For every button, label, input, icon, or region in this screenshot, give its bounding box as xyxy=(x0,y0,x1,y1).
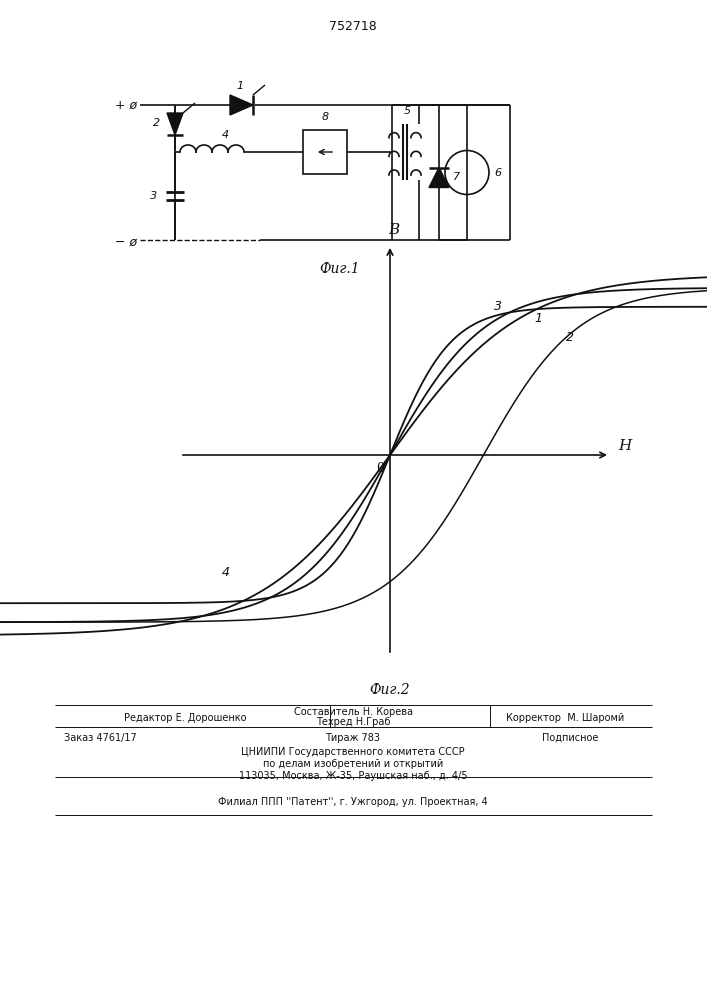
Text: + ø: + ø xyxy=(115,99,137,111)
Text: B: B xyxy=(388,223,399,237)
Text: 3: 3 xyxy=(494,300,502,313)
Text: 6: 6 xyxy=(494,167,501,178)
Text: 752718: 752718 xyxy=(329,20,377,33)
Polygon shape xyxy=(230,95,253,115)
Text: 4: 4 xyxy=(222,566,230,579)
Text: ЦНИИПИ Государственного комитета СССР: ЦНИИПИ Государственного комитета СССР xyxy=(241,747,464,757)
Text: по делам изобретений и открытий: по делам изобретений и открытий xyxy=(263,759,443,769)
Text: 1: 1 xyxy=(236,81,244,91)
Text: 8: 8 xyxy=(322,112,329,122)
Text: Филиал ППП ''Патент'', г. Ужгород, ул. Проектная, 4: Филиал ППП ''Патент'', г. Ужгород, ул. П… xyxy=(218,797,488,807)
Text: H: H xyxy=(618,439,631,453)
Text: 113035, Москва, Ж-35, Раушская наб., д. 4/5: 113035, Москва, Ж-35, Раушская наб., д. … xyxy=(239,771,467,781)
Text: 5: 5 xyxy=(404,106,411,116)
Text: Фиг.1: Фиг.1 xyxy=(320,262,361,276)
Text: Редактор Е. Дорошенко: Редактор Е. Дорошенко xyxy=(124,713,246,723)
Text: 4: 4 xyxy=(221,130,228,140)
Text: Заказ 4761/17: Заказ 4761/17 xyxy=(64,733,136,743)
Text: − ø: − ø xyxy=(115,235,137,248)
Text: 2: 2 xyxy=(566,331,574,344)
Bar xyxy=(303,130,347,174)
Text: Техред Н.Граб: Техред Н.Граб xyxy=(316,717,390,727)
Text: Фиг.2: Фиг.2 xyxy=(370,683,410,697)
Text: 7: 7 xyxy=(453,172,460,182)
Text: Корректор  М. Шаромй: Корректор М. Шаромй xyxy=(506,713,624,723)
Polygon shape xyxy=(429,167,449,188)
Text: Составитель Н. Корева: Составитель Н. Корева xyxy=(293,707,412,717)
Text: 3: 3 xyxy=(150,191,157,201)
Text: 0: 0 xyxy=(376,462,384,476)
Text: 2: 2 xyxy=(153,118,160,128)
Polygon shape xyxy=(167,113,183,135)
Text: Тираж 783: Тираж 783 xyxy=(325,733,380,743)
Text: 1: 1 xyxy=(534,312,542,325)
Text: Подписное: Подписное xyxy=(542,733,598,743)
